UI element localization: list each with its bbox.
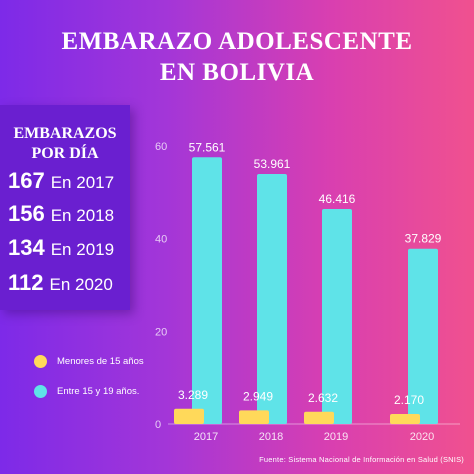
chart-title-line1: EMBARAZO ADOLESCENTE bbox=[61, 28, 413, 55]
stat-number: 112 bbox=[8, 270, 44, 295]
stat-label: En 2018 bbox=[50, 206, 115, 225]
y-tick-label: 20 bbox=[155, 326, 167, 338]
x-tick-label: 2020 bbox=[410, 431, 434, 443]
x-tick-label: 2019 bbox=[324, 431, 348, 443]
stat-row-2020: 112 En 2020 bbox=[8, 270, 113, 296]
stat-label: En 2020 bbox=[49, 275, 113, 294]
legend-swatch-cyan bbox=[34, 385, 47, 398]
x-tick-label: 2017 bbox=[194, 431, 218, 443]
data-label-15to19: 46.416 bbox=[319, 192, 356, 206]
bar-15to19 bbox=[322, 208, 352, 424]
legend-label: Entre 15 y 19 años. bbox=[57, 386, 140, 397]
bar-15to19 bbox=[192, 157, 222, 424]
stats-panel: EMBARAZOS POR DÍA 167 En 2017 156 En 2018 … bbox=[0, 105, 130, 310]
bar-under15 bbox=[239, 410, 269, 424]
chart-title-line2: EN BOLIVIA bbox=[159, 59, 315, 86]
stat-label: En 2019 bbox=[50, 240, 115, 259]
bar-under15 bbox=[304, 411, 334, 424]
stat-number: 134 bbox=[8, 235, 45, 260]
stat-row-2019: 134 En 2019 bbox=[8, 235, 114, 261]
stats-heading-line1: EMBARAZOS bbox=[13, 125, 117, 142]
legend-item-under15: Menores de 15 años bbox=[34, 355, 144, 368]
bar-15to19 bbox=[408, 248, 438, 424]
bar-under15 bbox=[174, 408, 204, 424]
stat-number: 167 bbox=[8, 168, 45, 193]
stat-row-2018: 156 En 2018 bbox=[8, 201, 114, 227]
legend-label: Menores de 15 años bbox=[57, 356, 144, 367]
legend-item-15to19: Entre 15 y 19 años. bbox=[34, 385, 139, 398]
y-tick-label: 40 bbox=[155, 234, 167, 246]
data-label-under15: 2.170 bbox=[394, 393, 424, 407]
stat-label: En 2017 bbox=[50, 173, 115, 192]
data-label-under15: 2.949 bbox=[243, 389, 273, 403]
stats-heading-line2: POR DÍA bbox=[31, 145, 99, 162]
stat-number: 156 bbox=[8, 201, 45, 226]
bar-15to19 bbox=[257, 173, 287, 424]
x-tick-label: 2018 bbox=[259, 431, 283, 443]
data-label-15to19: 53.961 bbox=[254, 157, 291, 171]
data-label-15to19: 57.561 bbox=[189, 140, 226, 154]
source-note: Fuente: Sistema Nacional de Información … bbox=[259, 455, 464, 464]
legend-swatch-yellow bbox=[34, 355, 47, 368]
data-label-under15: 3.289 bbox=[178, 388, 208, 402]
y-tick-label: 60 bbox=[155, 141, 167, 153]
data-label-under15: 2.632 bbox=[308, 391, 338, 405]
data-label-15to19: 37.829 bbox=[405, 232, 442, 246]
stat-row-2017: 167 En 2017 bbox=[8, 168, 114, 194]
bar-under15 bbox=[390, 413, 420, 424]
y-tick-label: 0 bbox=[155, 419, 161, 431]
